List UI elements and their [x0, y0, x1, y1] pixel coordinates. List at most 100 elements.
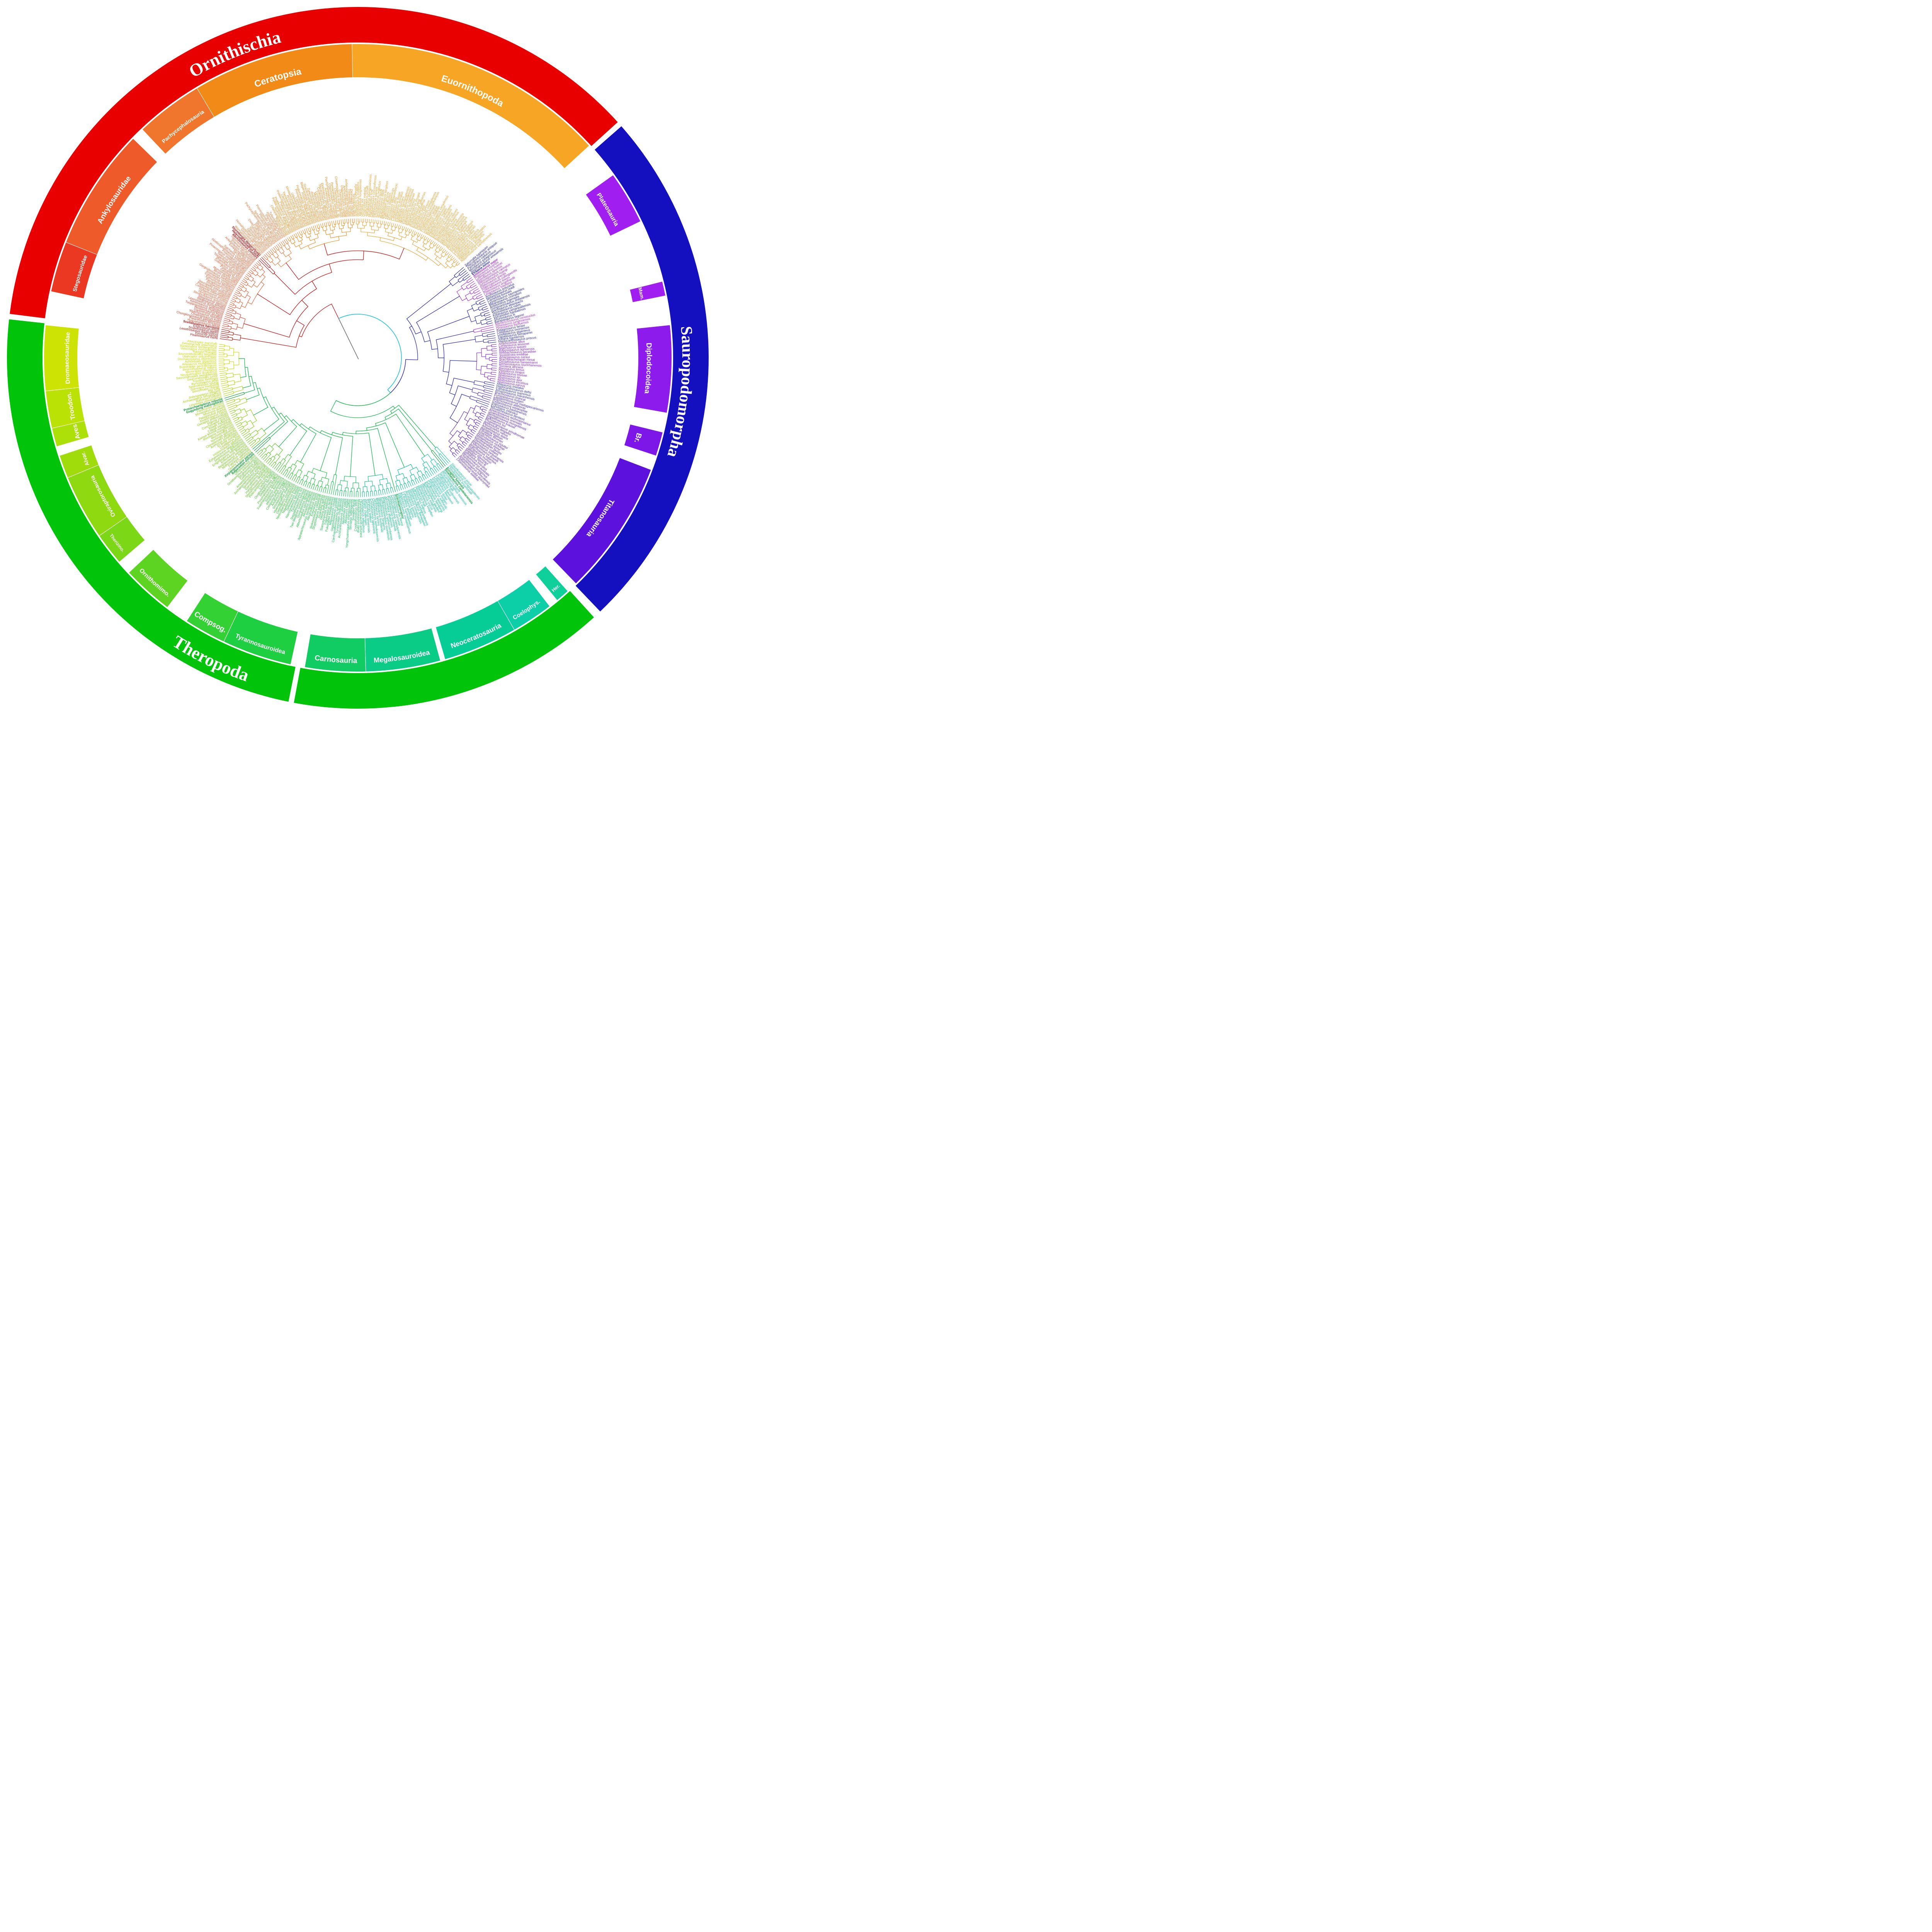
subclade-box-Dromaeosauridae [44, 325, 79, 391]
species-label: Triceratops horridus [347, 189, 352, 217]
figure-container: Ornithischia Sauropodomorpha Theropoda Pisa… [0, 0, 716, 716]
species-label: Sinraptor hepingensis [349, 499, 353, 530]
species-label: Sinraptor dongi [352, 499, 356, 521]
subclade-box-Her. [536, 566, 568, 600]
subclade-box-Stegosauridae [51, 242, 97, 299]
subclade-box-Diplodocoidea [634, 325, 672, 413]
species-label: Diceratops hatcheri [350, 189, 354, 217]
tree-branches-theropoda-11 [257, 443, 283, 468]
tree-branches-theropoda-0 [434, 446, 451, 465]
ring-sauropodomorpha [575, 126, 709, 612]
subclade-box-Pachycephalosauria [143, 88, 214, 154]
tree-branches-theropoda-8 [299, 468, 329, 494]
saurischia-arc-green [336, 393, 391, 406]
subclade-box-Tyrannosauroidea [224, 611, 298, 665]
species-label: Amargasaurus cazaui [499, 355, 530, 359]
tree-branches-theropoda-14 [243, 428, 266, 448]
tree-branches-theropoda-17 [224, 392, 245, 401]
tree-branches-sauropodomorpha-4 [474, 331, 497, 344]
species-label: Dicraeosaurus hansemanni [499, 360, 538, 364]
tree-branches-sauropodomorpha-0 [449, 267, 471, 286]
species-label: Tornieria africana [499, 364, 524, 369]
subclade-box-Aves [52, 421, 89, 447]
subclade-box-Neoceratosauria [436, 601, 514, 659]
species-label: Agilisaurus louderbacki [354, 184, 358, 216]
subclade-box-Ornithomimo. [129, 550, 188, 607]
saurischia-stem [387, 389, 391, 393]
species-label: Rebbachisaurus garasbae [499, 350, 536, 354]
tree-branches-theropoda-6 [335, 476, 361, 497]
subclade-box-Megalosauroidea [365, 628, 440, 672]
species-label: Brachytrachelopan mesai [499, 358, 535, 362]
species-label: Spinosaurus aegypticus [361, 499, 366, 533]
saurischia-arc-blue [390, 359, 406, 393]
tree-branches-theropoda-2 [421, 454, 442, 478]
tree-branches-theropoda-5 [362, 474, 394, 497]
species-label: Othnielia rex [360, 199, 364, 216]
tree-spine-sauropodomorpha [405, 283, 477, 423]
subclade-box-Plateosauria [586, 175, 641, 236]
subclade-box-Ceratopsia [197, 44, 353, 117]
species-label: Adasaurus mongoliensis [182, 361, 216, 366]
tree-branches-theropoda-19 [219, 372, 242, 388]
tree-branches-sauropodomorpha-1 [456, 277, 483, 301]
tree-branches-theropoda-16 [226, 398, 248, 410]
root-line [338, 318, 359, 359]
species-label: Monolophosaurus jiangi [357, 499, 360, 533]
tree-branches-theropoda-7 [329, 474, 337, 495]
tree-branches-sauropodomorpha-2 [467, 298, 493, 325]
tree-branches-ornithischia-4 [263, 238, 292, 267]
ring-ornithischia [10, 7, 618, 318]
tree-branches-theropoda-20 [218, 344, 240, 372]
tree-branches-sauropodomorpha-6 [473, 380, 495, 390]
tree-branches-theropoda-3 [395, 464, 427, 492]
tree-branches-ornithischia-0 [219, 329, 242, 341]
subclade-box-Carnosauria [305, 634, 366, 672]
species-label: Lourinhanosaurus antunesi [359, 499, 363, 537]
subclade-box-Therizino. [99, 517, 145, 562]
subclade-box-Compsog. [187, 593, 238, 642]
species-label: Utahraptor ostrommaysi [183, 355, 217, 359]
tree-branches-ornithischia-3 [259, 257, 276, 274]
tree-branches-ornithischia-6 [356, 218, 460, 269]
tree-branches-theropoda-15 [229, 408, 257, 436]
tree-branches-theropoda-10 [274, 454, 292, 474]
species-label: Yandusaurus hongheensis [358, 179, 362, 216]
species-label: Orodromeus makelai [362, 187, 367, 216]
subclade-box-Troodon. [46, 388, 85, 428]
subclade-label-Dromaeosauridae: Dromaeosauridae [64, 332, 71, 384]
ring-theropoda [7, 319, 296, 702]
species-label: Torosaurus latus [352, 193, 356, 216]
ring-theropoda [294, 591, 594, 709]
dinosauria-arc [338, 314, 402, 390]
subclade-box-Coelophys. [498, 580, 549, 630]
tree-branches-sauropodomorpha-9 [448, 405, 488, 457]
tree-branches-sauropodomorpha-7 [471, 388, 493, 401]
tree-branches-ornithischia-1 [222, 307, 246, 330]
phylogeny-svg: OrnithischiaSauropodomorphaTheropodaPisa… [7, 7, 709, 709]
species-label: Achillobator giganticus [185, 359, 216, 364]
species-label: Hexinlusaurus multidens [356, 182, 360, 216]
tree-spine-theropoda [238, 358, 436, 492]
subclade-box-Titanosauria [553, 458, 651, 583]
subclade-box-Mam. [630, 281, 665, 302]
species-label: Tsaagan mangas [192, 350, 217, 354]
tree-branches-sauropodomorpha-3 [473, 325, 494, 333]
species-label: Suuwassea emilieae [499, 353, 529, 357]
tree-branches-ornithischia-2 [228, 261, 266, 309]
subclade-label-Mam.: Mam. [637, 287, 646, 300]
tree-branches-ornithischia-5 [287, 218, 355, 249]
tree-branches-sauropodomorpha-5 [476, 344, 497, 382]
tree-spine-ornithischia [240, 243, 405, 348]
species-label: Cryolophosaurus ellioti [354, 499, 358, 531]
tree-branches-theropoda-9 [282, 460, 304, 483]
subclade-box-Br. [624, 424, 663, 456]
tree-branches-sauropodomorpha-8 [469, 395, 490, 407]
species-label: Irritator challengeri [363, 499, 367, 525]
subclade-box-Oviraptorosauria [68, 465, 127, 536]
species-label: Saurornitholestes langstoni [178, 352, 216, 356]
tree-branches-theropoda-18 [222, 386, 243, 396]
species-label: Dromaeosaurus albertensis [178, 357, 216, 361]
subclade-box-Ankylosauridae [66, 139, 157, 255]
subclade-box-Euornithopoda [352, 44, 589, 168]
